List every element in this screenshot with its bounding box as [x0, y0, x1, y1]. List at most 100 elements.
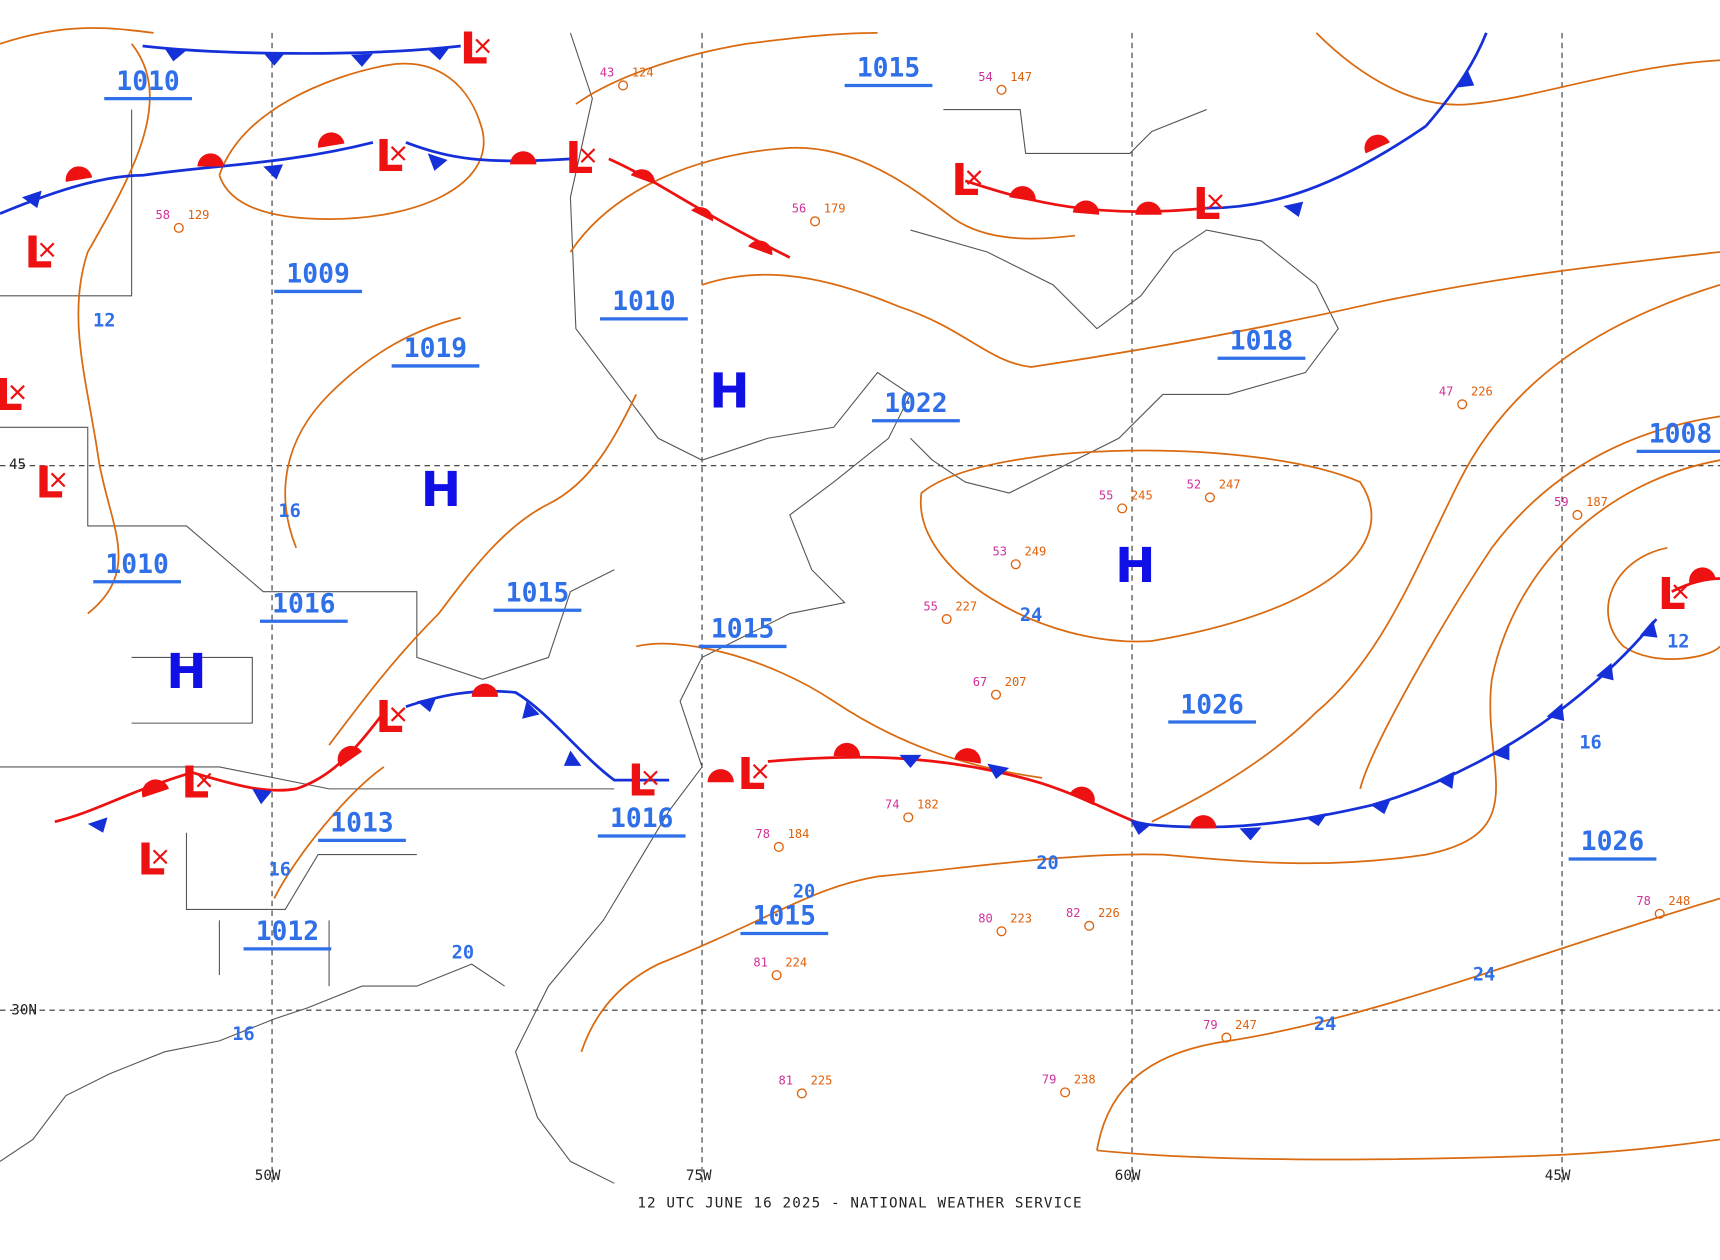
low-center: L [375, 692, 403, 743]
map-labels: 1010 1015 1010 1009 1019 1018 1022 1008 1010 1016… [0, 24, 1720, 1184]
low-center: L [375, 131, 403, 182]
isobar-label: 24 [1473, 965, 1495, 986]
isobar-label: 12 [93, 311, 115, 332]
isobar-label: 12 [1667, 632, 1689, 653]
station-marker [173, 222, 184, 233]
station-temp: 81 [779, 1074, 794, 1088]
station-marker [1654, 908, 1665, 919]
station-pressure: 225 [811, 1074, 833, 1088]
isobar-label: 16 [1579, 732, 1601, 753]
station-pressure: 207 [1005, 675, 1027, 689]
station-pressure: 124 [632, 66, 654, 80]
station-marker [996, 926, 1007, 937]
station-marker [773, 841, 784, 852]
isobars [0, 27, 1720, 1161]
low-marker [39, 242, 55, 258]
low-center: L [35, 457, 63, 508]
low-center: L [628, 755, 656, 806]
coastlines [0, 32, 1339, 1184]
isobar-label: 16 [232, 1024, 254, 1045]
grid-label: 30N [11, 1003, 37, 1019]
station-temp: 82 [1066, 906, 1081, 920]
isobar-label: 20 [1036, 853, 1058, 874]
station-pressure: 224 [785, 955, 807, 969]
pressure-label: 1013 [330, 809, 393, 839]
low-center: L [137, 834, 165, 885]
station-pressure: 147 [1010, 70, 1032, 84]
station-pressure: 184 [788, 827, 810, 841]
low-center: L [1658, 569, 1686, 620]
station-temp: 54 [978, 70, 993, 84]
station-marker [990, 689, 1002, 700]
high-center: H [421, 462, 461, 518]
station-temp: 79 [1203, 1018, 1218, 1032]
station-temp: 81 [753, 955, 768, 969]
pressure-label: 1010 [612, 287, 675, 317]
map-footer: 12 UTC JUNE 16 2025 - NATIONAL WEATHER S… [637, 1195, 1082, 1211]
station-temp: 78 [756, 827, 771, 841]
station-temp: 67 [973, 675, 988, 689]
station-marker [796, 1088, 807, 1099]
station-pressure: 238 [1074, 1073, 1096, 1087]
grid-label: 50W [255, 1168, 281, 1184]
station-marker [996, 84, 1007, 95]
station-pressure: 248 [1668, 894, 1690, 908]
isobar-label: 16 [268, 859, 290, 880]
station-pressure: 182 [917, 798, 939, 812]
low-marker [475, 38, 491, 54]
station-temp: 53 [992, 545, 1007, 559]
low-center: L [181, 758, 209, 809]
low-marker [50, 472, 66, 488]
station-pressure: 129 [188, 208, 210, 222]
station-temp: 55 [1099, 489, 1114, 503]
high-center: H [709, 364, 749, 420]
pressure-label: 1015 [506, 579, 569, 609]
pressure-label: 1015 [711, 615, 774, 645]
pressure-label: 1019 [404, 334, 467, 364]
grid-label: 60W [1115, 1168, 1141, 1184]
station-pressure: 226 [1098, 906, 1120, 920]
station-temp: 43 [600, 66, 615, 80]
pressure-label: 1018 [1230, 327, 1293, 357]
low-marker [643, 770, 658, 786]
station-temp: 74 [885, 798, 900, 812]
station-marker [1572, 509, 1583, 520]
station-marker [1221, 1032, 1232, 1043]
pressure-label: 1022 [884, 389, 947, 419]
isobar-label: 16 [278, 501, 300, 522]
low-marker [1208, 194, 1223, 209]
station-marker [903, 812, 914, 823]
high-center: H [166, 644, 206, 700]
station-temp: 79 [1042, 1073, 1057, 1087]
low-center: L [951, 155, 979, 206]
pressure-label: 1016 [610, 804, 673, 834]
isobar-label: 20 [793, 881, 815, 902]
station-pressure: 247 [1235, 1018, 1257, 1032]
station-marker [809, 216, 821, 227]
station-temp: 52 [1187, 478, 1202, 492]
low-marker [390, 707, 406, 722]
high-center: H [1115, 538, 1155, 594]
low-center: L [24, 227, 52, 278]
station-pressure: 187 [1586, 495, 1608, 509]
station-marker [1060, 1087, 1071, 1098]
graticule [0, 32, 1720, 1184]
low-marker [390, 146, 406, 161]
low-marker [752, 763, 768, 779]
station-pressure: 245 [1131, 489, 1153, 503]
station-pressure: 223 [1010, 912, 1032, 926]
isobar-label: 20 [452, 943, 474, 964]
pressure-label: 1009 [286, 260, 349, 290]
pressure-label: 1016 [272, 589, 335, 619]
pressure-label: 1026 [1581, 827, 1644, 857]
station-pressure: 247 [1219, 478, 1241, 492]
station-pressure: 227 [955, 599, 977, 613]
low-marker [196, 772, 212, 788]
pressure-label: 1012 [256, 917, 319, 947]
pressure-label: 1015 [857, 54, 920, 84]
isobar-label: 24 [1314, 1014, 1336, 1035]
grid-label: 45W [1545, 1168, 1571, 1184]
low-center: L [565, 133, 593, 184]
pressure-label: 1010 [105, 550, 168, 580]
